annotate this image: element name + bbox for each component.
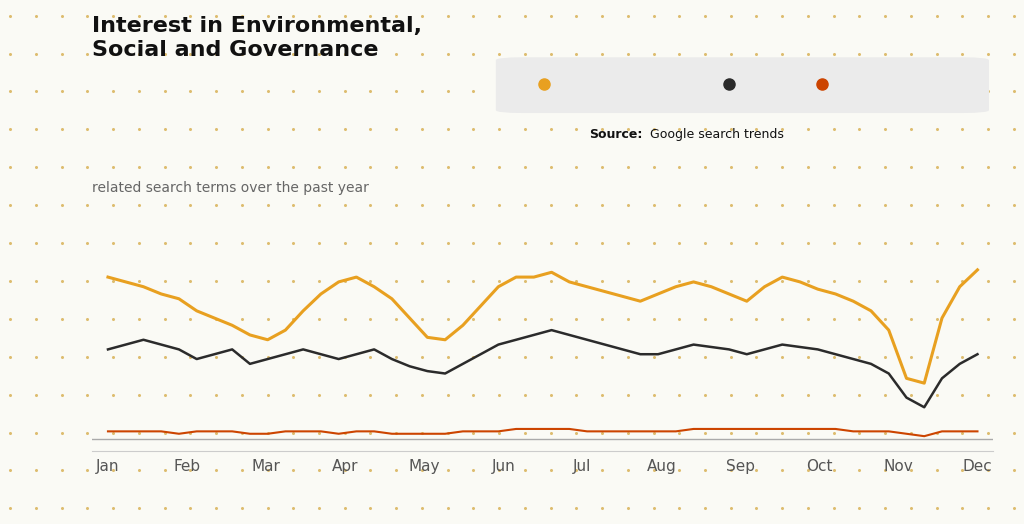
Text: Social: Social bbox=[756, 78, 793, 91]
Text: Governance: Governance bbox=[848, 78, 924, 91]
Text: Interest in Environmental,
Social and Governance: Interest in Environmental, Social and Go… bbox=[92, 16, 422, 60]
Text: Source:: Source: bbox=[589, 128, 642, 141]
Text: Google search trends: Google search trends bbox=[650, 128, 784, 141]
Text: Environmental: Environmental bbox=[570, 78, 662, 91]
FancyBboxPatch shape bbox=[496, 57, 989, 113]
Text: related search terms over the past year: related search terms over the past year bbox=[92, 181, 369, 195]
